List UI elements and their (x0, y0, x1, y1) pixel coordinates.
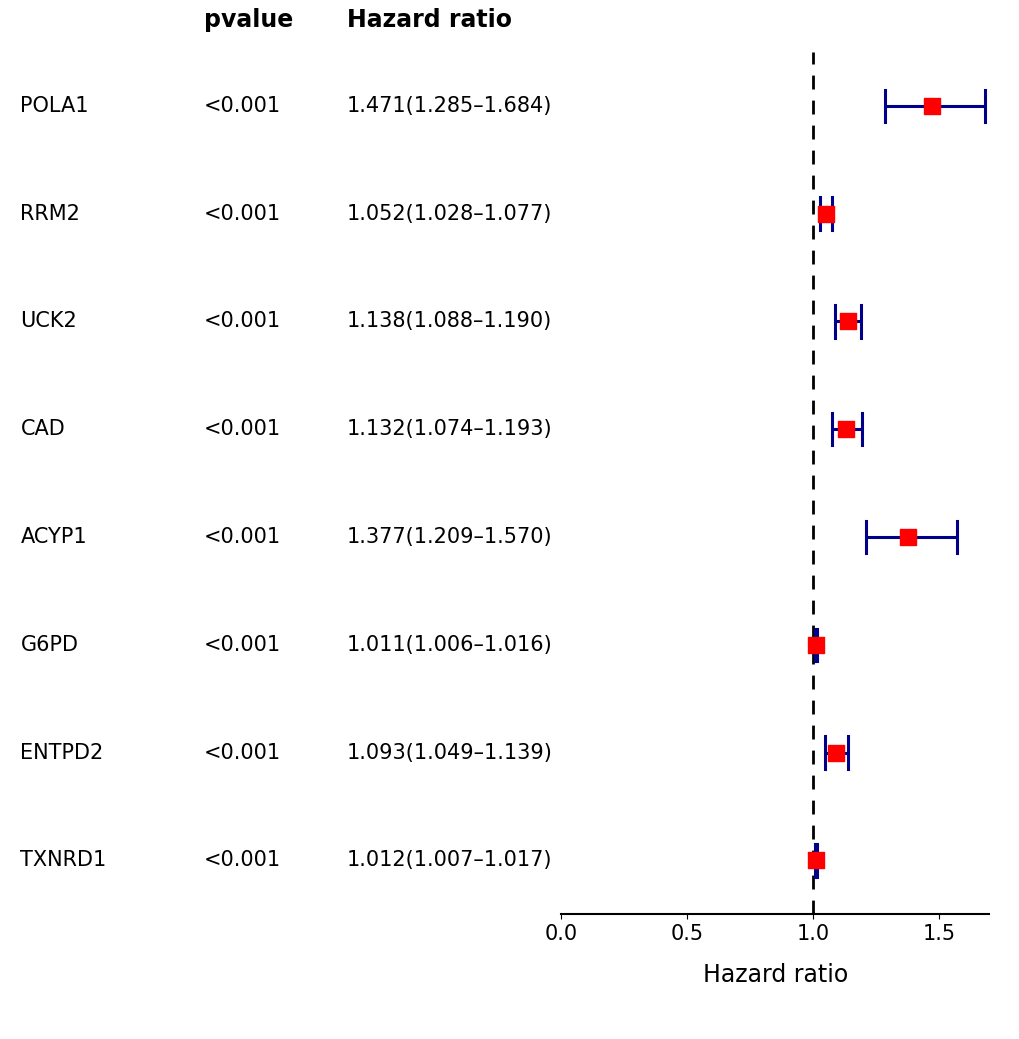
Text: POLA1: POLA1 (20, 96, 89, 115)
Text: pvalue: pvalue (204, 7, 293, 31)
Point (827, 744, 844, 761)
Point (899, 529, 915, 545)
Text: RRM2: RRM2 (20, 204, 81, 223)
Text: <0.001: <0.001 (204, 527, 281, 547)
Point (838, 421, 854, 437)
Text: ENTPD2: ENTPD2 (20, 743, 104, 763)
Text: CAD: CAD (20, 420, 65, 439)
Text: <0.001: <0.001 (204, 420, 281, 439)
Text: <0.001: <0.001 (204, 312, 281, 331)
Text: ACYP1: ACYP1 (20, 527, 87, 547)
Point (807, 637, 823, 654)
X-axis label: Hazard ratio: Hazard ratio (702, 963, 847, 987)
Text: <0.001: <0.001 (204, 635, 281, 655)
Text: <0.001: <0.001 (204, 204, 281, 223)
Point (807, 852, 823, 869)
Point (922, 98, 938, 114)
Text: 1.138(1.088–1.190): 1.138(1.088–1.190) (346, 312, 551, 331)
Text: <0.001: <0.001 (204, 743, 281, 763)
Text: <0.001: <0.001 (204, 96, 281, 115)
Text: TXNRD1: TXNRD1 (20, 851, 107, 871)
Text: G6PD: G6PD (20, 635, 78, 655)
Text: 1.052(1.028–1.077): 1.052(1.028–1.077) (346, 204, 551, 223)
Text: 1.011(1.006–1.016): 1.011(1.006–1.016) (346, 635, 552, 655)
Text: Hazard ratio: Hazard ratio (346, 7, 512, 31)
Text: 1.377(1.209–1.570): 1.377(1.209–1.570) (346, 527, 552, 547)
Point (839, 313, 855, 329)
Text: 1.471(1.285–1.684): 1.471(1.285–1.684) (346, 96, 551, 115)
Text: 1.093(1.049–1.139): 1.093(1.049–1.139) (346, 743, 552, 763)
Text: 1.012(1.007–1.017): 1.012(1.007–1.017) (346, 851, 551, 871)
Text: 1.132(1.074–1.193): 1.132(1.074–1.193) (346, 420, 552, 439)
Point (817, 206, 834, 222)
Text: <0.001: <0.001 (204, 851, 281, 871)
Text: UCK2: UCK2 (20, 312, 77, 331)
